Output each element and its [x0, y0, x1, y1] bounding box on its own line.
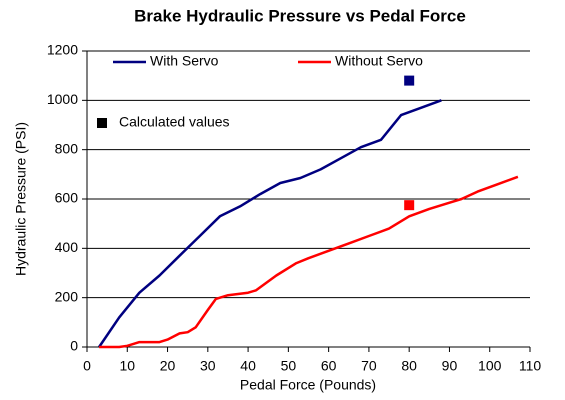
x-tick-label: 80	[401, 358, 417, 374]
x-axis-label: Pedal Force (Pounds)	[240, 377, 376, 393]
x-tick-label: 50	[281, 358, 297, 374]
x-tick-label: 30	[200, 358, 216, 374]
point	[404, 75, 415, 86]
chart-title: Brake Hydraulic Pressure vs Pedal Force	[134, 6, 466, 25]
legend-marker	[97, 118, 107, 128]
x-tick-label: 100	[478, 358, 502, 374]
x-tick-label: 90	[442, 358, 458, 374]
legend-label: Without Servo	[335, 53, 423, 69]
y-tick-label: 800	[55, 140, 79, 156]
legend-label: Calculated values	[119, 114, 230, 130]
y-tick-label: 0	[70, 338, 78, 354]
point	[404, 200, 415, 211]
x-tick-label: 70	[361, 358, 377, 374]
y-tick-label: 1000	[47, 91, 78, 107]
y-tick-label: 400	[55, 239, 79, 255]
y-tick-label: 1200	[47, 42, 78, 58]
line	[98, 99, 442, 348]
line	[99, 175, 519, 349]
x-tick-label: 110	[519, 358, 542, 374]
x-tick-label: 10	[119, 358, 135, 374]
y-tick-label: 600	[55, 190, 79, 206]
x-tick-label: 40	[240, 358, 256, 374]
x-tick-label: 60	[321, 358, 337, 374]
x-tick-label: 20	[160, 358, 176, 374]
x-tick-label: 0	[83, 358, 91, 374]
legend-label: With Servo	[150, 53, 219, 69]
y-axis-label: Hydraulic Pressure (PSI)	[13, 122, 29, 276]
y-tick-label: 200	[55, 288, 79, 304]
